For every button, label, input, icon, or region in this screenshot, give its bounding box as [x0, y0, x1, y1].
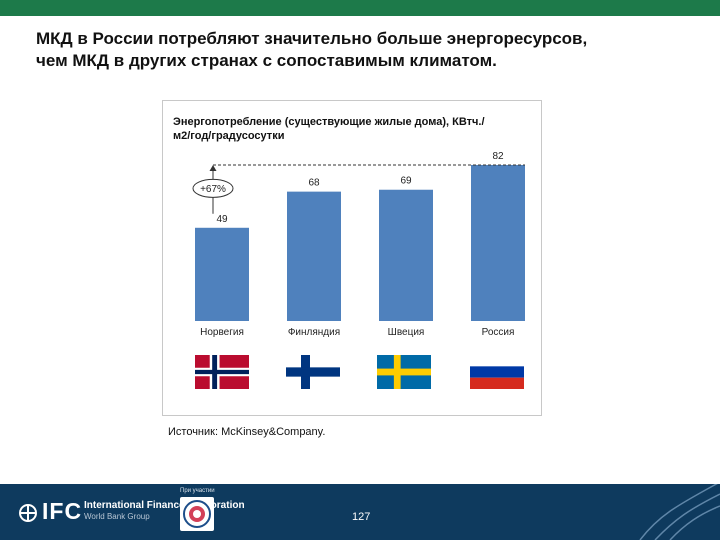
arrow-head-icon: [209, 165, 217, 171]
org-name: International Finance Corporation: [84, 500, 245, 511]
bar-value-label: 69: [400, 176, 412, 187]
growth-annotation: +67%: [200, 184, 226, 195]
chart-frame: Энергопотребление (существующие жилые до…: [162, 100, 542, 416]
slide-title-line-1: МКД в России потребляют значительно боль…: [36, 29, 588, 48]
ifc-globe-icon: [19, 504, 37, 522]
bar-value-label: 49: [216, 214, 228, 225]
partner-label: При участии: [180, 488, 215, 494]
partner-emblem-icon: [180, 497, 214, 531]
slide-title: МКД в России потребляют значительно боль…: [36, 28, 696, 72]
slide-title-line-2: чем МКД в других странах с сопоставимым …: [36, 51, 497, 70]
bar-value-label: 82: [492, 151, 504, 162]
category-label: Норвегия: [200, 327, 244, 338]
bar: [287, 191, 341, 321]
org-subtitle: World Bank Group: [84, 512, 150, 521]
page-number: 127: [352, 511, 371, 523]
category-label: Финляндия: [288, 327, 340, 338]
footer-bar: [0, 484, 720, 540]
source-note: Источник: McKinsey&Company.: [168, 426, 326, 438]
sweden-flag-icon: [377, 355, 431, 389]
decorative-lines: [639, 484, 720, 540]
growth-badge: [192, 178, 234, 198]
russia-flag-icon: [470, 355, 524, 389]
bar: [379, 189, 433, 321]
finland-flag-icon: [286, 355, 340, 389]
header-bar: [0, 0, 720, 16]
chart-title: Энергопотребление (существующие жилые до…: [173, 116, 485, 142]
norway-flag-icon: [195, 355, 249, 389]
category-label: Россия: [482, 327, 515, 338]
bar-chart: 49 Норвегия 68 Финляндия 69 Швеция 82 Россия +67…: [192, 151, 525, 338]
bar: [195, 227, 249, 321]
category-label: Швеция: [388, 327, 425, 338]
bar: [471, 165, 525, 321]
ifc-logo-text: IFC: [42, 498, 83, 524]
bar-value-label: 68: [308, 178, 320, 189]
